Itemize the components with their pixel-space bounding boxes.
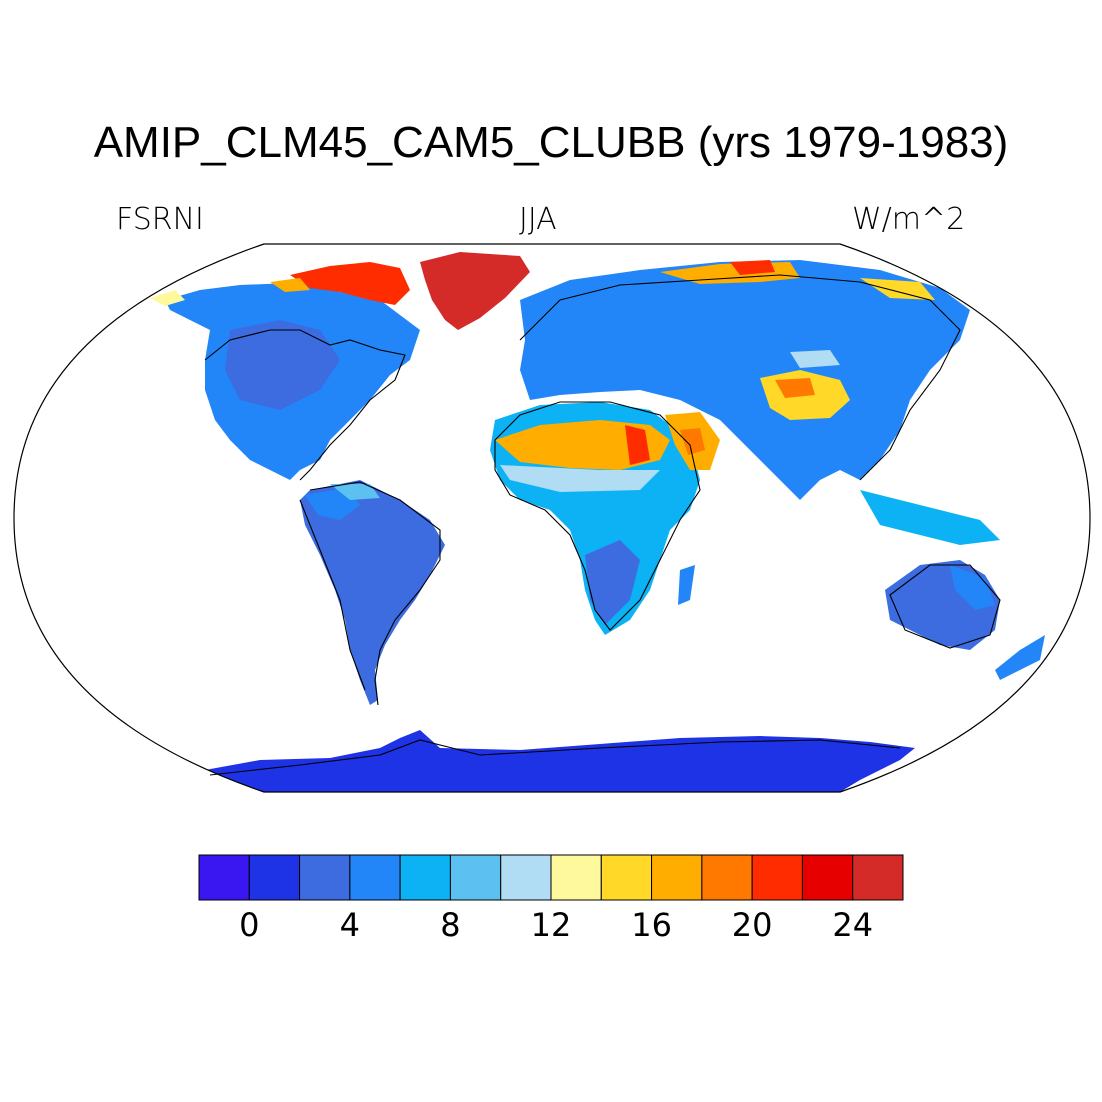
colorbar-tick-label: 16	[631, 906, 672, 944]
colorbar-tick-label: 20	[731, 906, 773, 944]
colorbar-swatch	[399, 854, 451, 901]
map-boundary	[13, 243, 1091, 793]
region-arctic-canada	[290, 262, 410, 305]
colorbar	[198, 854, 904, 901]
region-south-america	[300, 480, 445, 705]
variable-label: FSRNI	[116, 202, 204, 237]
colorbar-swatch	[449, 854, 502, 901]
colorbar-swatch	[600, 854, 653, 901]
colorbar-swatch	[701, 854, 753, 901]
units-label: W/m^2	[852, 202, 966, 237]
colorbar-swatch	[299, 854, 351, 901]
colorbar-swatch	[852, 854, 904, 901]
coastlines	[204, 274, 1001, 776]
colorbar-swatch	[349, 854, 401, 901]
colorbar-swatch	[751, 854, 803, 901]
colorbar-swatch	[801, 854, 854, 901]
colorbar-tick-label: 8	[440, 906, 461, 944]
region-antarctica	[205, 730, 915, 792]
region-greenland	[420, 252, 530, 330]
region-southeast-asia	[860, 490, 1000, 545]
region-eurasia	[520, 260, 970, 500]
colorbar-swatch	[550, 854, 602, 901]
colorbar-tick-label: 4	[339, 906, 361, 944]
season-label: JJA	[519, 202, 557, 237]
colorbar-swatch	[500, 854, 552, 901]
colorbar-swatch	[248, 854, 301, 901]
colorbar-tick-label: 0	[239, 906, 260, 944]
colorbar-tick-label: 24	[832, 906, 874, 944]
colorbar-swatch	[651, 854, 703, 901]
plot-title: AMIP_CLM45_CAM5_CLUBB (yrs 1979-1983)	[93, 118, 1009, 167]
colorbar-tick-label: 12	[530, 906, 572, 944]
colorbar-swatch	[198, 854, 250, 901]
